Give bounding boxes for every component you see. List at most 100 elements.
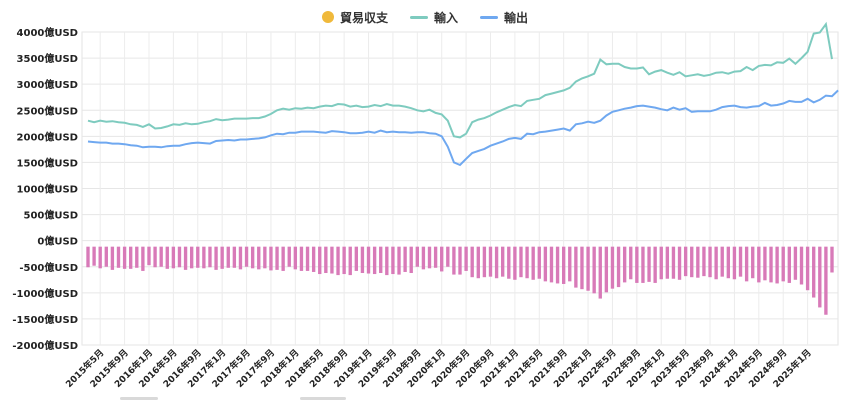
balance-bar[interactable] (263, 246, 267, 269)
balance-bar[interactable] (464, 246, 468, 271)
range-handle-right[interactable] (300, 397, 346, 400)
balance-bar[interactable] (501, 246, 505, 277)
balance-bar[interactable] (470, 246, 474, 278)
balance-bar[interactable] (220, 246, 224, 269)
balance-bar[interactable] (549, 246, 554, 283)
balance-bar[interactable] (751, 246, 755, 279)
balance-bar[interactable] (787, 246, 791, 283)
balance-bar[interactable] (122, 246, 127, 269)
legend-item-balance[interactable]: 貿易収支 (321, 9, 388, 26)
balance-bar[interactable] (635, 246, 639, 283)
balance-bar[interactable] (812, 246, 816, 298)
balance-bar[interactable] (354, 246, 359, 271)
balance-bar[interactable] (92, 246, 96, 266)
balance-bar[interactable] (830, 246, 834, 273)
balance-bar[interactable] (391, 246, 395, 275)
legend-item-exports[interactable]: 輸出 (480, 9, 528, 26)
balance-bar[interactable] (342, 246, 346, 275)
balance-bar[interactable] (135, 246, 139, 268)
balance-bar[interactable] (525, 246, 529, 279)
balance-bar[interactable] (379, 246, 383, 274)
balance-bar[interactable] (189, 246, 194, 269)
balance-bar[interactable] (702, 246, 706, 277)
balance-bar[interactable] (232, 246, 237, 268)
balance-bar[interactable] (129, 246, 133, 269)
balance-bar[interactable] (671, 246, 676, 279)
balance-bar[interactable] (647, 246, 651, 282)
balance-bar[interactable] (183, 246, 188, 270)
balance-bar[interactable] (824, 246, 828, 315)
balance-bar[interactable] (726, 246, 731, 279)
balance-bar[interactable] (257, 246, 261, 270)
balance-bar[interactable] (805, 246, 810, 291)
balance-bar[interactable] (104, 246, 108, 267)
balance-bar[interactable] (433, 246, 438, 268)
balance-bar[interactable] (683, 246, 688, 277)
balance-bar[interactable] (720, 246, 724, 277)
balance-bar[interactable] (159, 246, 163, 267)
balance-bar[interactable] (452, 246, 456, 275)
legend-item-imports[interactable]: 輸入 (409, 9, 458, 26)
balance-bar[interactable] (116, 246, 121, 268)
balance-bar[interactable] (372, 246, 377, 275)
balance-bar[interactable] (763, 246, 767, 281)
balance-bar[interactable] (629, 246, 633, 280)
balance-bar[interactable] (415, 246, 419, 267)
balance-bar[interactable] (153, 246, 157, 268)
balance-bar[interactable] (561, 246, 566, 284)
balance-bar[interactable] (732, 246, 737, 280)
balance-bar[interactable] (299, 246, 304, 271)
balance-bar[interactable] (446, 246, 450, 267)
balance-bar[interactable] (708, 246, 712, 278)
balance-bar[interactable] (281, 246, 285, 271)
balance-bar[interactable] (250, 246, 255, 269)
balance-bar[interactable] (494, 246, 499, 279)
balance-bar[interactable] (214, 246, 218, 270)
balance-bar[interactable] (330, 246, 334, 274)
balance-bar[interactable] (196, 246, 200, 268)
balance-bar[interactable] (513, 246, 517, 280)
balance-bar[interactable] (348, 246, 352, 276)
balance-bar[interactable] (531, 246, 535, 280)
balance-bar[interactable] (318, 246, 322, 275)
balance-bar[interactable] (458, 246, 462, 275)
balance-bar[interactable] (226, 246, 230, 268)
range-handle-left[interactable] (120, 397, 158, 400)
balance-bar[interactable] (616, 246, 621, 288)
balance-bar[interactable] (293, 246, 298, 270)
balance-bar[interactable] (238, 246, 243, 270)
exports-series-line[interactable] (87, 89, 839, 167)
balance-bar[interactable] (555, 246, 560, 284)
balance-bar[interactable] (86, 246, 90, 268)
balance-bar[interactable] (653, 246, 657, 283)
balance-bar[interactable] (488, 246, 493, 277)
balance-bar[interactable] (385, 246, 389, 276)
balance-bar[interactable] (799, 246, 804, 285)
balance-bar[interactable] (409, 246, 413, 274)
balance-bar[interactable] (311, 246, 316, 272)
balance-bar[interactable] (403, 246, 407, 272)
balance-bar[interactable] (598, 246, 602, 299)
balance-bar[interactable] (421, 246, 426, 270)
balance-bar[interactable] (305, 246, 310, 271)
balance-bar[interactable] (366, 246, 371, 274)
balance-bar[interactable] (440, 246, 444, 272)
balance-bar[interactable] (610, 246, 615, 289)
balance-bar[interactable] (604, 246, 609, 293)
imports-series-line[interactable] (87, 21, 833, 139)
balance-bar[interactable] (537, 246, 541, 279)
balance-bar[interactable] (592, 246, 596, 294)
balance-bar[interactable] (208, 246, 212, 268)
balance-bar[interactable] (275, 246, 279, 270)
balance-bar[interactable] (677, 246, 682, 280)
balance-bar[interactable] (769, 246, 773, 283)
balance-bar[interactable] (622, 246, 627, 283)
balance-bar[interactable] (793, 246, 798, 280)
balance-bar[interactable] (580, 246, 584, 290)
balance-bar[interactable] (147, 246, 151, 266)
balance-bar[interactable] (744, 246, 749, 282)
balance-bar[interactable] (482, 246, 487, 278)
balance-bar[interactable] (738, 246, 743, 277)
balance-bar[interactable] (775, 246, 779, 284)
balance-bar[interactable] (269, 246, 273, 271)
